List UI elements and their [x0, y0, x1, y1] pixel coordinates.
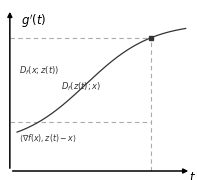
- Text: $t$: $t$: [190, 171, 196, 180]
- Text: $\langle\nabla f(x), z(t)-x\rangle$: $\langle\nabla f(x), z(t)-x\rangle$: [19, 133, 77, 144]
- Text: $D_f(x;z(t))$: $D_f(x;z(t))$: [19, 65, 59, 77]
- Text: $g'(t)$: $g'(t)$: [21, 12, 46, 30]
- Text: $D_f(z(t);x)$: $D_f(z(t);x)$: [61, 80, 101, 93]
